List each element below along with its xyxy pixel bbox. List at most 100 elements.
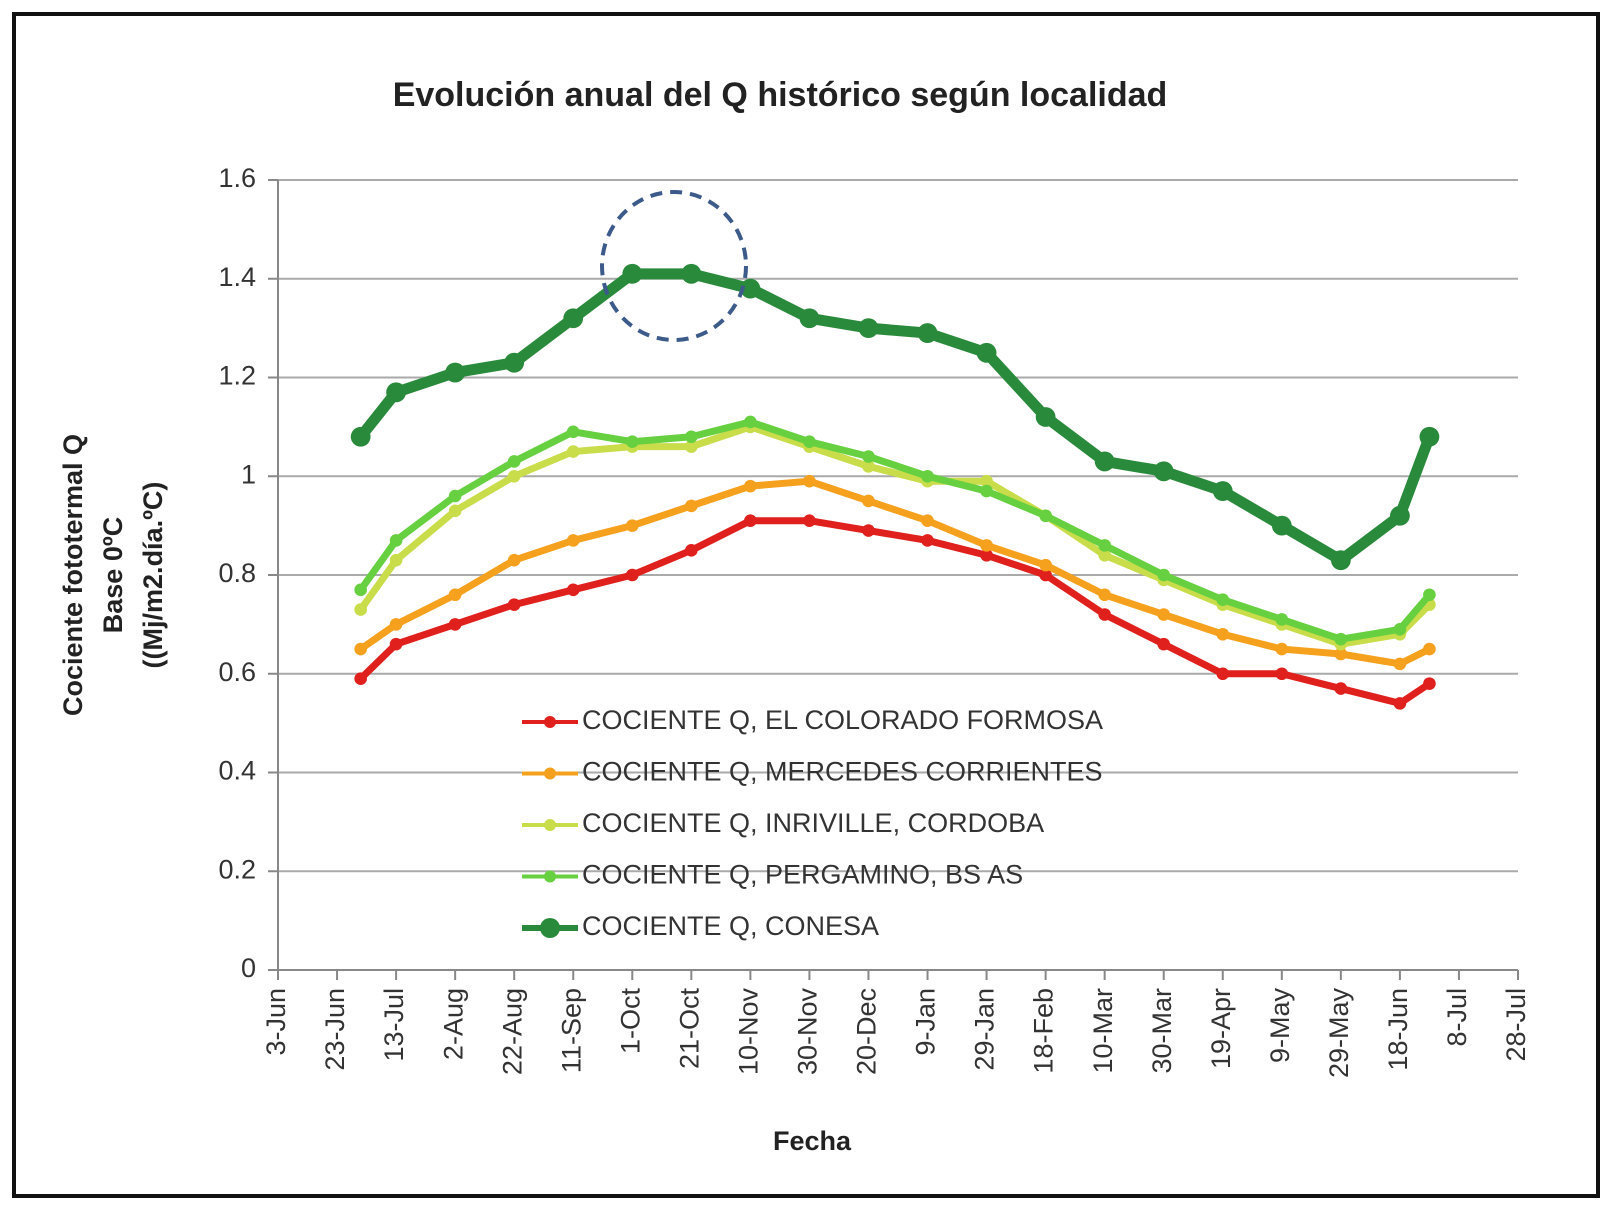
series-point bbox=[448, 588, 462, 602]
series-point bbox=[1275, 642, 1289, 656]
series-point bbox=[744, 415, 757, 429]
x-tick-label: 19-Apr bbox=[1206, 988, 1236, 1069]
y-tick-label: 0.8 bbox=[218, 558, 256, 588]
series-point bbox=[445, 362, 466, 383]
x-tick-label: 2-Aug bbox=[438, 988, 468, 1060]
series-point bbox=[625, 435, 639, 448]
series-point bbox=[563, 308, 584, 329]
series-point bbox=[1334, 682, 1348, 695]
y-tick-label: 0.2 bbox=[218, 854, 256, 884]
series-point bbox=[1419, 426, 1440, 447]
series-point bbox=[507, 553, 521, 567]
series-point bbox=[1216, 593, 1230, 606]
series-point bbox=[1275, 613, 1289, 626]
series-point bbox=[1098, 539, 1111, 552]
series-point bbox=[1275, 667, 1289, 681]
x-tick-label: 18-Feb bbox=[1029, 988, 1059, 1074]
series-point bbox=[566, 534, 580, 547]
x-tick-label: 29-May bbox=[1324, 988, 1354, 1079]
series-point bbox=[744, 514, 757, 527]
x-tick-label: 29-Jan bbox=[970, 988, 1000, 1071]
legend-marker bbox=[544, 767, 556, 780]
y-tick-label: 1.6 bbox=[218, 163, 256, 193]
series-point bbox=[799, 308, 820, 329]
x-tick-label: 11-Sep bbox=[556, 988, 586, 1073]
series-point bbox=[740, 278, 761, 299]
series-point bbox=[1039, 558, 1052, 572]
x-tick-label: 28-Jul bbox=[1501, 988, 1531, 1062]
series-point bbox=[386, 382, 406, 403]
y-tick-label: 0.4 bbox=[218, 756, 256, 786]
series-point bbox=[1098, 588, 1111, 602]
x-axis-label: Fecha bbox=[773, 1126, 852, 1156]
series-point bbox=[389, 637, 403, 651]
series-point bbox=[354, 642, 367, 656]
series-point bbox=[1393, 697, 1407, 710]
series-point bbox=[625, 568, 639, 582]
legend-label: COCIENTE Q, PERGAMINO, BS AS bbox=[582, 860, 1023, 890]
series-point bbox=[566, 445, 580, 458]
series-point bbox=[980, 474, 993, 488]
series-point bbox=[685, 430, 698, 444]
chart-title: Evolución anual del Q histórico según lo… bbox=[393, 76, 1168, 114]
legend-label: COCIENTE Q, INRIVILLE, CORDOBA bbox=[582, 808, 1044, 838]
series-point bbox=[1094, 451, 1115, 472]
x-tick-label: 21-Oct bbox=[674, 988, 704, 1070]
x-tick-label: 10-Mar bbox=[1088, 988, 1118, 1074]
series-point bbox=[448, 618, 462, 631]
series-point bbox=[1334, 647, 1348, 661]
series-point bbox=[1271, 515, 1292, 536]
y-axis-label-line: ((Mj/m2.día.ºC) bbox=[138, 482, 168, 669]
series-point bbox=[980, 484, 993, 498]
series-point bbox=[448, 504, 462, 518]
series-point bbox=[1393, 657, 1407, 671]
series-point bbox=[1098, 548, 1111, 562]
series-point bbox=[354, 583, 367, 597]
series-point bbox=[921, 534, 934, 547]
legend-marker bbox=[544, 716, 556, 728]
series-line bbox=[357, 517, 1433, 707]
series-point bbox=[622, 263, 643, 284]
series-point bbox=[566, 583, 580, 597]
legend-marker bbox=[544, 870, 556, 883]
y-axis-label-line: Base 0ºC bbox=[98, 517, 128, 633]
series-point bbox=[1216, 667, 1230, 681]
series-point bbox=[862, 450, 875, 463]
series-point bbox=[744, 479, 757, 493]
series-line bbox=[357, 418, 1433, 643]
series-point bbox=[976, 342, 997, 363]
series-point bbox=[862, 494, 875, 508]
series-point bbox=[566, 425, 580, 439]
y-axis-label: Cociente fototermal Q Base 0ºC ((Mj/m2.d… bbox=[58, 434, 168, 716]
series-point bbox=[685, 499, 698, 513]
series-point bbox=[1039, 509, 1052, 523]
series-point bbox=[389, 618, 403, 631]
x-tick-label: 13-Jul bbox=[379, 988, 409, 1062]
legend-label: COCIENTE Q, MERCEDES CORRIENTES bbox=[582, 757, 1103, 787]
series-point bbox=[1423, 588, 1436, 602]
y-tick-label: 1 bbox=[241, 459, 256, 489]
legend-marker bbox=[540, 918, 560, 938]
y-tick-label: 1.2 bbox=[218, 361, 256, 391]
series-point bbox=[1212, 481, 1233, 501]
series-point bbox=[980, 548, 993, 562]
series-point bbox=[1390, 505, 1410, 526]
series-point bbox=[1330, 550, 1351, 571]
series-point bbox=[862, 524, 875, 537]
series-point bbox=[803, 514, 816, 527]
series-point bbox=[354, 603, 367, 616]
series-point bbox=[354, 672, 367, 685]
x-tick-label: 9-May bbox=[1265, 988, 1295, 1064]
series-point bbox=[921, 514, 934, 527]
series-point bbox=[389, 534, 403, 547]
series-point bbox=[625, 519, 639, 532]
legend-label: COCIENTE Q, CONESA bbox=[582, 911, 879, 941]
series-point bbox=[507, 469, 521, 483]
series-point bbox=[1423, 677, 1436, 690]
series-point bbox=[1216, 627, 1230, 641]
series-point bbox=[350, 426, 371, 447]
series-point bbox=[681, 263, 702, 284]
series-point bbox=[507, 455, 521, 468]
series-point bbox=[803, 435, 816, 448]
legend: COCIENTE Q, EL COLORADO FORMOSA COCIENTE … bbox=[522, 705, 1103, 941]
